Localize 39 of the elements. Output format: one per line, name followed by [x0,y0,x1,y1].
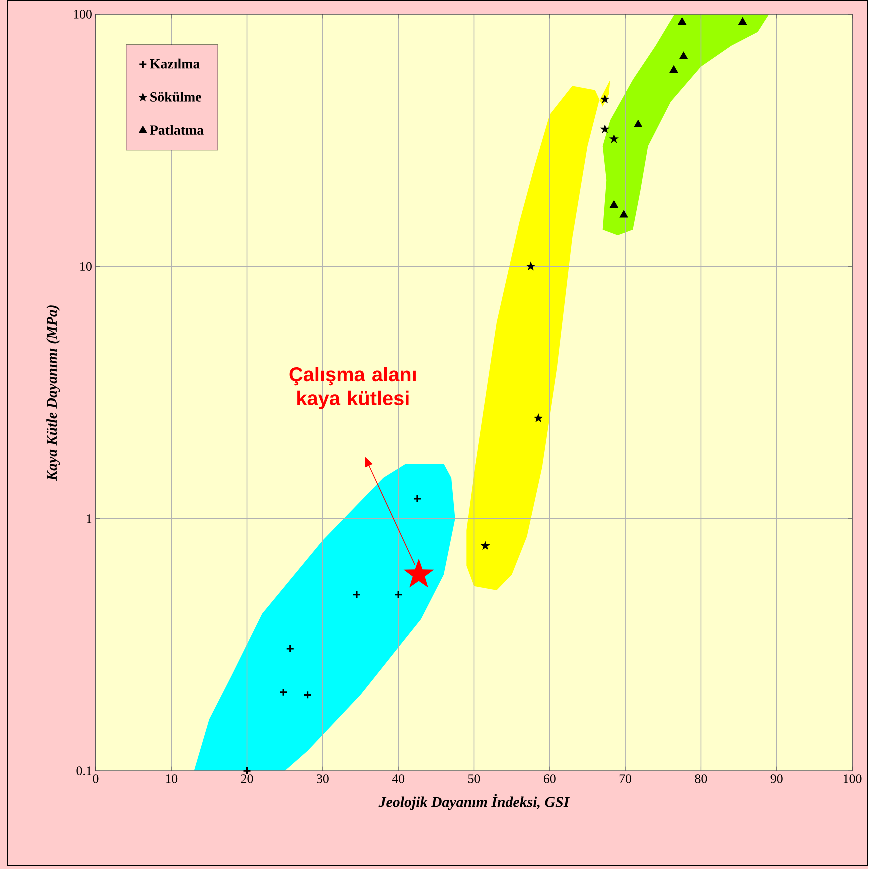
point [304,690,312,700]
y-tick-label: 1 [87,514,92,524]
x-tick-label: 40 [392,774,405,784]
x-tick-label: 0 [93,774,99,784]
x-tick-label: 60 [544,774,556,784]
point [610,201,618,208]
y-tick-label: 0.1 [77,766,92,776]
point [610,134,620,144]
point [280,688,288,697]
x-tick-label: 70 [620,774,632,784]
point [739,18,747,25]
y-tick-label: 100 [74,10,92,19]
legend-label: Kazılma [150,58,200,69]
point [481,541,491,550]
point [404,558,434,588]
point [534,414,544,423]
x-tick-label: 80 [695,774,708,784]
point [526,262,536,271]
legend-label: Patlatma [150,125,204,136]
point [286,644,295,654]
x-tick-label: 30 [317,774,330,784]
legend-label: Sökülme [150,92,202,102]
point [680,52,688,60]
x-tick-label: 50 [468,774,480,784]
y-axis-title: Kaya Kütle Dayanımı (MPa) [46,306,60,482]
x-axis-title: Jeolojik Dayanım İndeksi, GSI [379,794,570,810]
point [620,210,628,218]
point [394,590,404,600]
x-tick-label: 100 [844,774,862,784]
x-tick-label: 10 [166,774,178,784]
point [670,66,678,73]
x-tick-label: 90 [771,774,784,784]
point [600,124,610,134]
point [678,18,686,25]
x-tick-label: 20 [242,774,254,784]
point [634,120,642,128]
y-tick-label: 10 [80,262,92,272]
annotation: Çalışma alanı kaya kütlesi [290,367,416,410]
point [600,94,610,104]
